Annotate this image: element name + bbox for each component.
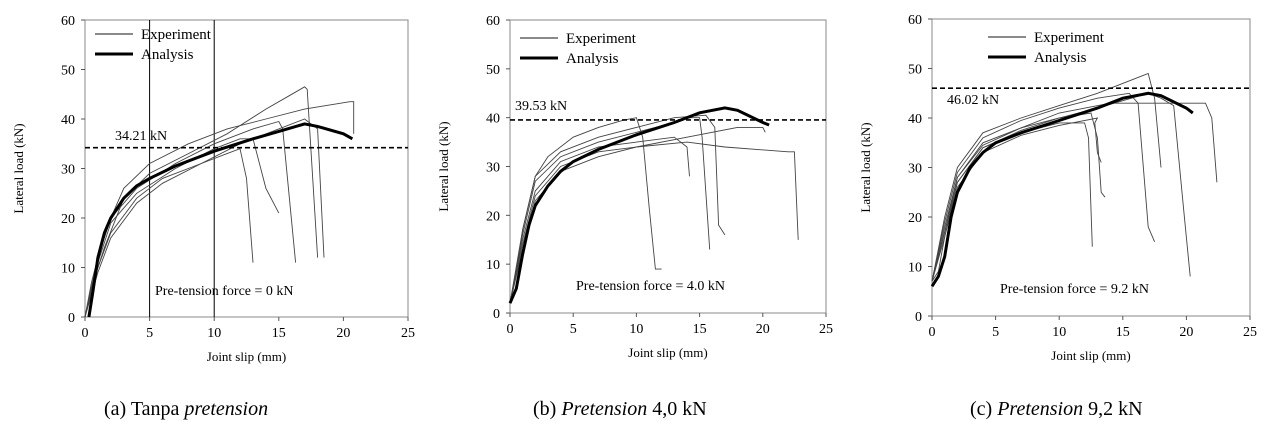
y-tick-label: 60	[908, 13, 922, 28]
y-tick-label: 10	[908, 261, 922, 276]
y-tick-label: 30	[908, 162, 922, 177]
plot-frame	[509, 19, 827, 314]
y-tick-label: 10	[61, 262, 75, 277]
x-tick-label: 20	[1179, 325, 1193, 340]
y-tick-label: 40	[486, 112, 500, 127]
x-tick-label: 10	[1052, 325, 1066, 340]
analysis-curve	[508, 106, 770, 304]
y-tick-label: 0	[915, 310, 922, 325]
x-tick-label: 10	[629, 322, 643, 337]
y-tick-label: 50	[908, 63, 922, 78]
reference-label: 46.02 kN	[947, 93, 999, 108]
reference-label: 39.53 kN	[515, 99, 567, 114]
legend-experiment-label: Experiment	[1034, 30, 1105, 46]
x-axis-label: Joint slip (mm)	[207, 349, 286, 364]
legend-analysis-label: Analysis	[1034, 50, 1087, 66]
y-tick-label: 50	[486, 63, 500, 78]
pretension-annotation: Pre-tension force = 9.2 kN	[1000, 282, 1149, 297]
x-tick-label: 15	[693, 322, 707, 337]
y-tick-label: 20	[486, 209, 500, 224]
y-tick-label: 30	[61, 163, 75, 178]
x-tick-label: 25	[401, 326, 415, 341]
x-tick-label: 0	[82, 326, 89, 341]
analysis-curve	[87, 122, 354, 318]
y-tick-label: 0	[68, 311, 75, 326]
chart-panel-1: 0 5 10 15 20 25 0 10 20 30 40 50 60 Joint slip (mm) La…	[11, 14, 415, 364]
x-tick-label: 20	[756, 322, 770, 337]
x-tick-label: 5	[146, 326, 153, 341]
experiment-curve	[84, 118, 325, 318]
pretension-annotation: Pre-tension force = 4.0 kN	[576, 279, 725, 294]
x-tick-label: 20	[336, 326, 350, 341]
reference-label: 34.21 kN	[115, 129, 167, 144]
y-tick-label: 20	[908, 211, 922, 226]
legend-analysis-label: Analysis	[141, 47, 194, 63]
plot-frame	[931, 18, 1251, 317]
y-tick-label: 30	[486, 161, 500, 176]
experiment-curve	[84, 148, 254, 318]
experiment-curve	[931, 112, 1106, 282]
experiment-curve	[931, 72, 1162, 282]
experiment-curve	[931, 102, 1218, 282]
x-tick-label: 25	[1243, 325, 1257, 340]
experiment-curve	[509, 136, 690, 304]
x-tick-label: 0	[929, 325, 936, 340]
caption-a: (a) Tanpa pretension	[104, 398, 269, 420]
experiment-curve	[509, 126, 766, 304]
y-tick-label: 0	[493, 307, 500, 322]
y-tick-label: 40	[61, 113, 75, 128]
pretension-annotation: Pre-tension force = 0 kN	[155, 284, 294, 299]
y-tick-label: 60	[486, 14, 500, 29]
experiment-curve	[509, 114, 726, 304]
analysis-curve	[930, 91, 1194, 288]
y-tick-label: 20	[61, 212, 75, 227]
experiment-curve	[931, 92, 1191, 282]
x-axis-label: Joint slip (mm)	[628, 345, 707, 360]
caption-b: (b) Pretension 4,0 kN	[533, 398, 707, 420]
y-tick-label: 50	[61, 64, 75, 79]
x-tick-label: 15	[272, 326, 286, 341]
experiment-curve	[84, 86, 319, 318]
x-tick-label: 0	[507, 322, 514, 337]
y-axis-label: Lateral load (kN)	[858, 122, 873, 212]
legend-analysis-label: Analysis	[566, 51, 619, 67]
y-axis-label: Lateral load (kN)	[11, 123, 26, 213]
x-tick-label: 5	[992, 325, 999, 340]
chart-panel-3: 0 5 10 15 20 25 0 10 20 30 40 50 60 Joint slip (mm) La…	[858, 13, 1257, 363]
experiment-curve	[509, 117, 711, 304]
plot-frame	[84, 19, 409, 318]
x-tick-label: 5	[570, 322, 577, 337]
y-tick-label: 40	[908, 112, 922, 127]
x-tick-label: 25	[819, 322, 833, 337]
experiment-curve	[931, 117, 1102, 282]
legend-experiment-label: Experiment	[141, 27, 212, 43]
x-axis-label: Joint slip (mm)	[1051, 348, 1130, 363]
chart-panel-2: 0 5 10 15 20 25 0 10 20 30 40 50 60 Joint slip (mm) La…	[436, 14, 833, 360]
experiment-curve	[931, 92, 1156, 282]
caption-c: (c) Pretension 9,2 kN	[970, 398, 1143, 420]
x-tick-label: 10	[207, 326, 221, 341]
y-tick-label: 10	[486, 258, 500, 273]
x-tick-label: 15	[1116, 325, 1130, 340]
y-axis-label: Lateral load (kN)	[436, 121, 451, 211]
y-tick-label: 60	[61, 14, 75, 29]
legend-experiment-label: Experiment	[566, 31, 637, 47]
